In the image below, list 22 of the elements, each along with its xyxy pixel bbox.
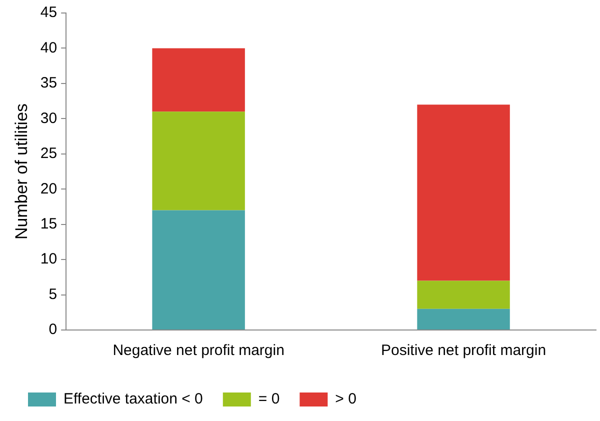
y-tick-label: 0 xyxy=(48,321,58,338)
bar xyxy=(152,210,245,330)
legend-label: Effective taxation < 0 xyxy=(64,390,203,408)
y-tick-label: 15 xyxy=(40,215,58,232)
bar xyxy=(152,112,245,210)
x-tick-label: Negative net profit margin xyxy=(112,342,284,360)
y-tick-label: 30 xyxy=(40,110,58,127)
legend-label: > 0 xyxy=(335,390,356,408)
y-tick-label: 5 xyxy=(48,286,58,303)
x-tick-label: Positive net profit margin xyxy=(380,342,546,360)
bar xyxy=(417,280,510,309)
legend-label: = 0 xyxy=(258,390,280,408)
y-tick-label: 40 xyxy=(40,39,58,56)
y-axis-title: Number of utilities xyxy=(12,103,31,240)
y-tick-label: 10 xyxy=(40,250,58,268)
y-tick-label: 20 xyxy=(40,180,58,198)
bar xyxy=(417,308,510,330)
bar xyxy=(417,104,510,281)
bar xyxy=(152,48,245,112)
y-tick-label: 25 xyxy=(40,145,58,162)
y-tick-label: 35 xyxy=(40,74,58,92)
y-tick-label: 45 xyxy=(40,4,58,22)
